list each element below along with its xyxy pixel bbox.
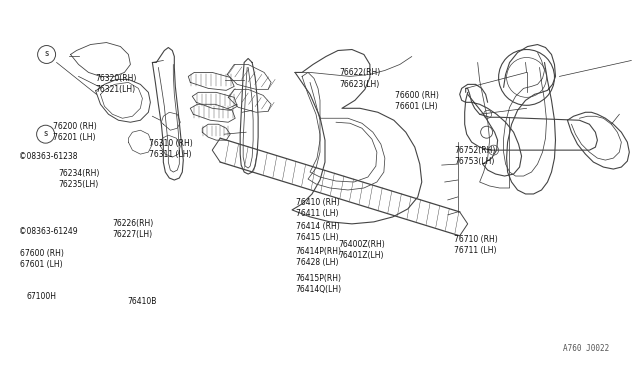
- Text: 76234(RH)
76235(LH): 76234(RH) 76235(LH): [58, 169, 100, 189]
- Text: A760 J0022: A760 J0022: [563, 344, 609, 353]
- Text: 67600 (RH)
67601 (LH): 67600 (RH) 67601 (LH): [20, 249, 64, 269]
- Text: 76622(RH)
76623(LH): 76622(RH) 76623(LH): [339, 68, 380, 89]
- Text: 76410B: 76410B: [127, 297, 157, 306]
- Text: 76310 (RH)
76311 (LH): 76310 (RH) 76311 (LH): [149, 139, 193, 159]
- Text: 76400Z(RH)
76401Z(LH): 76400Z(RH) 76401Z(LH): [338, 240, 385, 260]
- Text: 67100H: 67100H: [26, 292, 56, 301]
- Text: 76320(RH)
76321(LH): 76320(RH) 76321(LH): [95, 74, 136, 94]
- Text: 76200 (RH)
76201 (LH): 76200 (RH) 76201 (LH): [53, 122, 97, 142]
- Text: 76710 (RH)
76711 (LH): 76710 (RH) 76711 (LH): [454, 235, 498, 255]
- Text: ©08363-61249: ©08363-61249: [19, 227, 77, 236]
- Text: 76226(RH)
76227(LH): 76226(RH) 76227(LH): [113, 219, 154, 239]
- Text: 76415P(RH)
76414Q(LH): 76415P(RH) 76414Q(LH): [296, 274, 342, 294]
- Text: S: S: [44, 51, 49, 58]
- Text: S: S: [44, 131, 48, 137]
- Text: 76752(RH)
76753(LH): 76752(RH) 76753(LH): [454, 146, 495, 166]
- Text: ©08363-61238: ©08363-61238: [19, 152, 77, 161]
- Text: 76414 (RH)
76415 (LH): 76414 (RH) 76415 (LH): [296, 222, 339, 243]
- Text: 76410 (RH)
76411 (LH): 76410 (RH) 76411 (LH): [296, 198, 339, 218]
- Text: 76414P(RH)
76428 (LH): 76414P(RH) 76428 (LH): [296, 247, 342, 267]
- Text: 76600 (RH)
76601 (LH): 76600 (RH) 76601 (LH): [396, 91, 439, 111]
